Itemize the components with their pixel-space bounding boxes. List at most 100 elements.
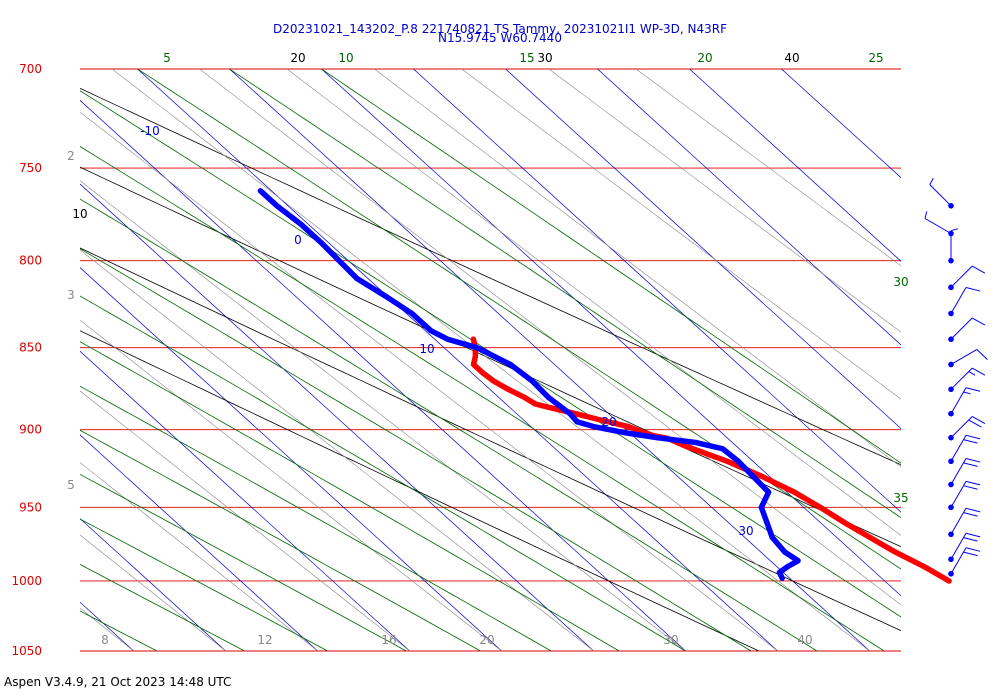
wind-barb-flag	[965, 480, 981, 486]
wind-barb	[948, 387, 981, 417]
wind-barb-flag	[965, 458, 981, 463]
wind-barb-half-flag	[968, 371, 976, 376]
wind-barb	[948, 367, 986, 393]
temperature-point	[892, 549, 898, 555]
moist-adiabat-line	[80, 90, 901, 618]
mixing-ratio-line	[80, 111, 778, 651]
mixing-ratio-label: 30	[663, 633, 678, 647]
moist-adiabat-line	[80, 610, 158, 651]
isotherm-line	[80, 99, 686, 651]
mixing-ratio-line	[80, 462, 318, 651]
moist-adiabat-label: 15	[519, 51, 534, 65]
reference-lines-layer	[0, 69, 901, 651]
wind-barb-flag	[971, 317, 986, 326]
wind-barb	[948, 434, 981, 465]
wind-barb	[948, 507, 981, 538]
moist-adiabat-line	[229, 69, 901, 519]
mixing-ratio-label: 5	[67, 478, 75, 492]
mixing-ratio-line	[0, 69, 42, 651]
mixing-ratio-line	[286, 69, 901, 536]
wind-barb-flag	[965, 434, 981, 440]
dewpoint-profile-line	[257, 188, 801, 581]
dewpoint-point	[654, 435, 660, 441]
dry-adiabat-label: 40	[784, 51, 799, 65]
pressure-tick-label: 850	[19, 341, 42, 355]
temperature-point	[625, 423, 631, 430]
dry-adiabat-label: 20	[290, 51, 305, 65]
chart-title-line-2: N15.9745 W60.7440	[438, 31, 562, 45]
wind-barb-staff	[950, 367, 973, 390]
wind-barb	[948, 228, 959, 264]
isotherm-line	[597, 69, 901, 346]
temperature-point	[505, 386, 511, 392]
temperature-point	[470, 361, 477, 368]
isotherm-label: 0	[294, 233, 302, 247]
dry-adiabat-line	[80, 247, 901, 632]
dewpoint-point	[298, 221, 304, 227]
mixing-ratio-label: 2	[67, 149, 75, 163]
wind-barb-column	[924, 177, 988, 577]
dewpoint-point	[354, 275, 360, 282]
isobar-layer	[80, 68, 901, 652]
isotherm-line	[137, 69, 778, 651]
mixing-ratio-label: 16	[381, 633, 396, 647]
moist-adiabat-line	[80, 198, 818, 651]
temperature-point	[470, 336, 476, 342]
temperature-point	[681, 442, 687, 449]
moist-adiabat-label: 20	[697, 51, 712, 65]
wind-barb-dot	[948, 458, 954, 465]
wind-barb-flag	[963, 551, 978, 557]
label-layer: 700 750 800 850 900 950 1000 1050 -10 0 10 20 30 10 20…	[11, 51, 908, 658]
isotherm-label: -10	[140, 124, 160, 138]
temperature-point	[545, 404, 551, 410]
temperature-point	[472, 353, 478, 359]
dewpoint-point	[567, 411, 573, 417]
mixing-ratio-line	[548, 69, 901, 333]
wind-barb	[948, 480, 981, 511]
dewpoint-point	[574, 419, 580, 425]
wind-barb-staff	[924, 218, 952, 234]
dewpoint-point	[765, 489, 772, 495]
wind-barb-dot	[948, 257, 954, 264]
temperature-point	[946, 578, 952, 584]
isotherm-line	[80, 350, 410, 651]
moist-adiabat-label: 25	[868, 51, 883, 65]
wind-barb	[924, 211, 954, 237]
moist-adiabat-line	[80, 429, 481, 651]
wind-barb-dot	[948, 556, 954, 563]
wind-barb-flag	[965, 387, 981, 392]
wind-barb-staff	[950, 317, 973, 340]
mixing-ratio-label: 20	[479, 633, 494, 647]
mixing-ratio-label: 12	[257, 633, 272, 647]
dry-adiabat-line	[80, 87, 901, 466]
dewpoint-point	[382, 293, 389, 299]
wind-barb-dot	[948, 434, 954, 441]
mixing-ratio-line	[80, 180, 686, 651]
wind-barb-flag	[971, 265, 986, 274]
wind-barb-flag	[965, 532, 981, 538]
isotherm-line	[413, 69, 901, 513]
wind-barb	[948, 547, 981, 577]
pressure-tick-label: 700	[19, 62, 42, 76]
dry-adiabat-label: 10	[72, 207, 87, 221]
dewpoint-point	[507, 361, 513, 368]
wind-barb	[948, 349, 988, 368]
wind-barb	[948, 287, 981, 317]
moist-adiabat-label: 30	[893, 275, 908, 289]
dry-adiabat-line	[80, 166, 901, 548]
mixing-ratio-label: 8	[101, 633, 109, 647]
moist-adiabat-line	[80, 146, 885, 651]
wind-barb-dot	[948, 310, 954, 317]
wind-barb-flag	[965, 507, 981, 513]
moist-adiabat-line	[80, 248, 752, 651]
pressure-tick-label: 1050	[11, 644, 42, 658]
isotherm-label: 30	[738, 524, 753, 538]
wind-barb-dot	[948, 504, 954, 511]
wind-barb-flag	[963, 537, 978, 542]
wind-barb-half-flag	[950, 228, 959, 232]
wind-barb	[929, 177, 954, 209]
wind-barb-staff	[929, 184, 952, 207]
wind-barb-dot	[948, 570, 954, 577]
dewpoint-point	[257, 188, 264, 194]
